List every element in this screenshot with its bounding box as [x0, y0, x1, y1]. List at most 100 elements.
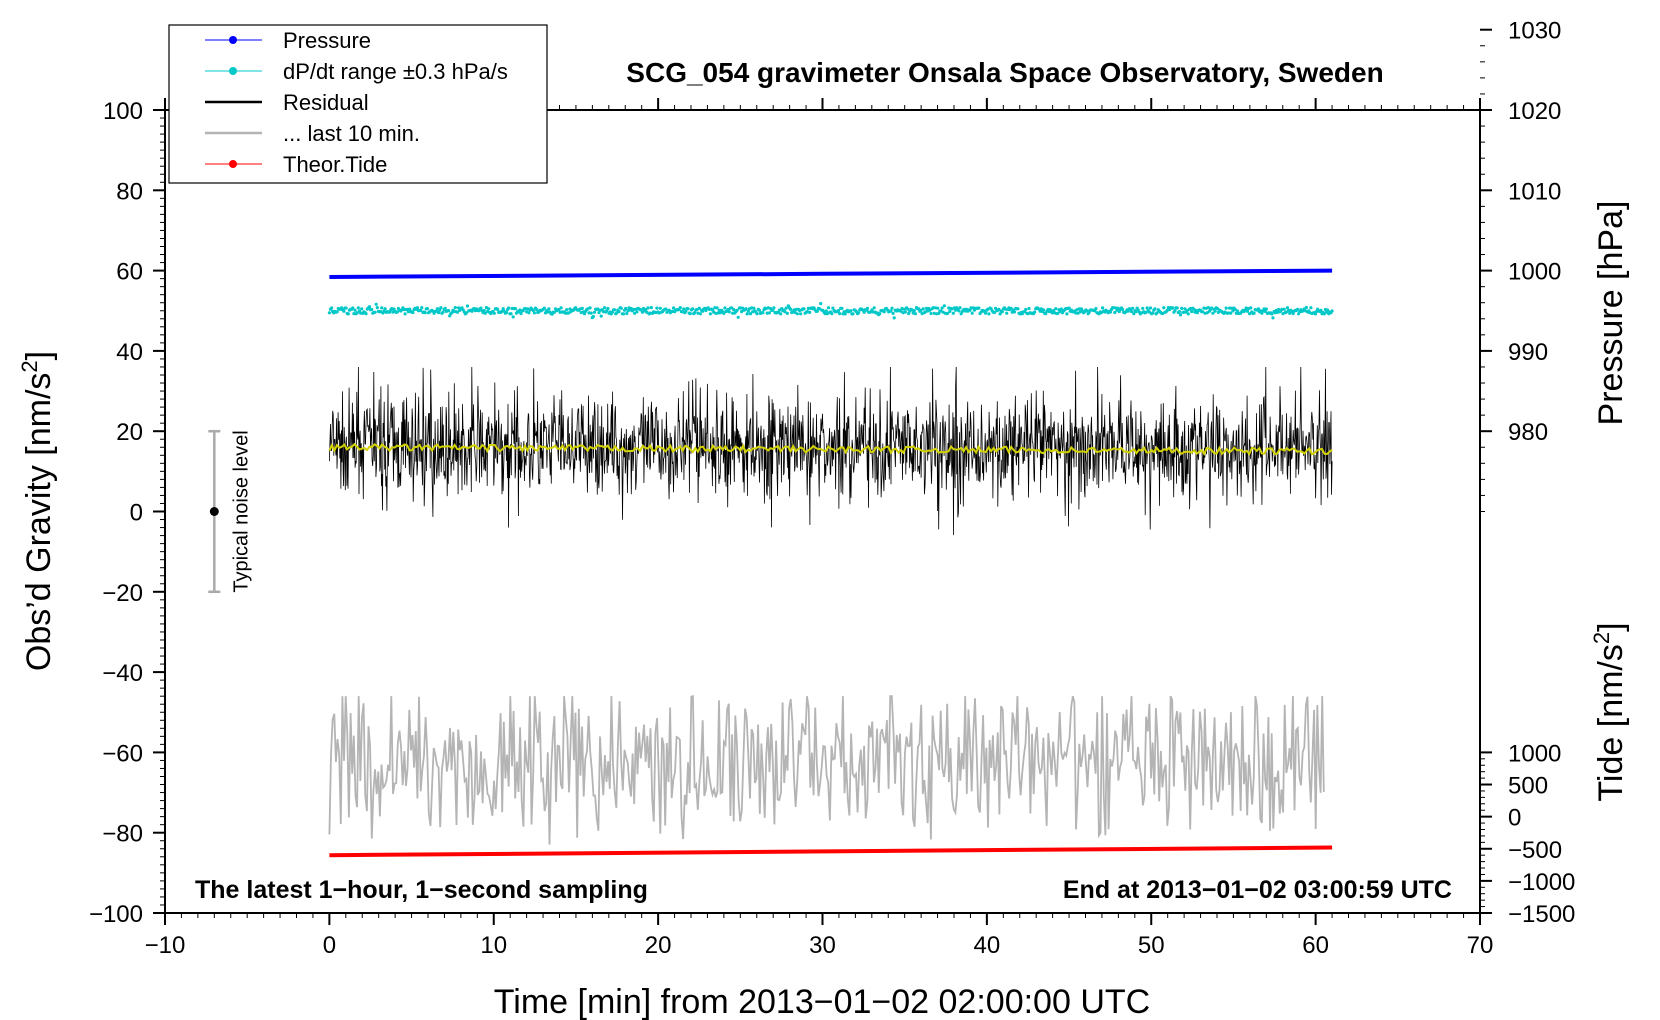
dpdt-point — [395, 310, 399, 314]
dpdt-point — [998, 312, 1002, 316]
dpdt-point — [370, 307, 374, 312]
dpdt-point — [902, 307, 906, 311]
dpdt-point — [631, 307, 636, 312]
dpdt-point — [1144, 310, 1148, 314]
dpdt-point — [379, 310, 383, 314]
dpdt-point — [686, 307, 690, 311]
dpdt-point — [697, 306, 701, 310]
legend-entry-dpdt: dP/dt range ±0.3 hPa/s — [205, 59, 508, 84]
dpdt-point — [1094, 307, 1098, 311]
dpdt-point — [1145, 306, 1149, 310]
dpdt-point — [1162, 306, 1166, 310]
dpdt-point — [1113, 310, 1117, 315]
dpdt-point — [1248, 312, 1252, 316]
dpdt-point — [946, 311, 950, 315]
dpdt-point — [698, 312, 703, 316]
dpdt-point — [783, 310, 787, 314]
x-axis-title: Time [min] from 2013−01−02 02:00:00 UTC — [494, 983, 1150, 1020]
dpdt-point — [542, 306, 547, 310]
dpdt-point — [1153, 307, 1157, 311]
dpdt-point — [771, 308, 775, 312]
dpdt-point — [565, 308, 569, 312]
dpdt-point — [420, 306, 424, 310]
dpdt-point — [1099, 311, 1103, 315]
dpdt-point — [936, 306, 940, 310]
dpdt-point — [364, 312, 368, 316]
dpdt-point — [374, 302, 378, 306]
dpdt-point — [1271, 316, 1275, 320]
dpdt-point — [330, 306, 334, 310]
dpdt-point — [929, 311, 933, 316]
chart-title: SCG_054 gravimeter Onsala Space Observat… — [626, 57, 1383, 88]
dpdt-point — [736, 315, 740, 319]
dpdt-point — [507, 306, 511, 310]
dpdt-point — [744, 307, 748, 311]
dpdt-point — [1121, 307, 1125, 312]
dpdt-point — [727, 310, 731, 314]
x-tick-label: 50 — [1138, 932, 1165, 959]
noise-level-indicator: Typical noise level — [208, 429, 252, 594]
dpdt-point — [1235, 309, 1239, 313]
dpdt-point — [582, 312, 587, 316]
dpdt-point — [815, 309, 819, 313]
dpdt-point — [1067, 306, 1071, 310]
dpdt-point — [1288, 311, 1292, 315]
noise-bar-dot — [209, 507, 219, 516]
dpdt-point — [1322, 312, 1326, 316]
dpdt-point — [423, 311, 427, 315]
dpdt-point — [658, 306, 662, 310]
dpdt-point — [532, 311, 537, 315]
pressure-tick-label: 990 — [1508, 339, 1548, 366]
dpdt-point — [465, 304, 470, 308]
dpdt-point — [419, 308, 423, 313]
dpdt-point — [838, 312, 842, 316]
dpdt-point — [1177, 310, 1181, 314]
dpdt-point — [1126, 309, 1130, 313]
dpdt-point — [1033, 310, 1037, 314]
dpdt-point — [552, 310, 557, 314]
dpdt-point — [510, 306, 514, 311]
dpdt-point — [970, 311, 974, 315]
dpdt-point — [1186, 312, 1190, 316]
dpdt-point — [942, 304, 947, 308]
dpdt-point — [913, 312, 918, 316]
dpdt-point — [802, 307, 806, 311]
dpdt-point — [958, 306, 962, 310]
dpdt-point — [375, 306, 379, 310]
dpdt-point — [1009, 306, 1013, 311]
dpdt-point — [599, 314, 603, 318]
dpdt-point — [644, 308, 648, 312]
dpdt-point — [977, 306, 981, 310]
y-tick-label: 20 — [116, 419, 143, 446]
dpdt-point — [511, 315, 515, 319]
y-axis-title: Obs’d Gravity [nm/s2] — [17, 351, 58, 671]
dpdt-point — [831, 306, 835, 310]
dpdt-point — [500, 309, 504, 313]
y-tick-label: −60 — [102, 740, 143, 767]
dpdt-point — [826, 306, 831, 310]
dpdt-point — [597, 311, 601, 315]
residual-smoothed-line — [328, 442, 1333, 456]
dpdt-point — [755, 312, 759, 316]
dpdt-point — [1304, 305, 1308, 310]
dpdt-point — [1270, 312, 1274, 316]
dpdt-point — [997, 307, 1001, 311]
tide-axis-title-sup: 2 — [1589, 632, 1614, 644]
dpdt-point — [735, 308, 739, 312]
dpdt-point — [678, 306, 682, 310]
tide-tick-label: −1000 — [1508, 869, 1575, 896]
annotation-sampling: The latest 1−hour, 1−second sampling — [195, 876, 648, 904]
dpdt-point — [799, 312, 803, 316]
dpdt-point — [1077, 307, 1081, 311]
dpdt-point — [843, 312, 847, 316]
dpdt-point — [1151, 311, 1155, 315]
dpdt-point — [1012, 310, 1017, 314]
dpdt-point — [1175, 306, 1179, 310]
legend: Pressure dP/dt range ±0.3 hPa/s Residual… — [168, 24, 548, 184]
dpdt-point — [355, 311, 359, 315]
residual-line — [329, 366, 1333, 536]
dpdt-point — [819, 302, 823, 306]
legend-label-dpdt: dP/dt range ±0.3 hPa/s — [283, 59, 508, 84]
noise-level-label: Typical noise level — [230, 430, 252, 592]
